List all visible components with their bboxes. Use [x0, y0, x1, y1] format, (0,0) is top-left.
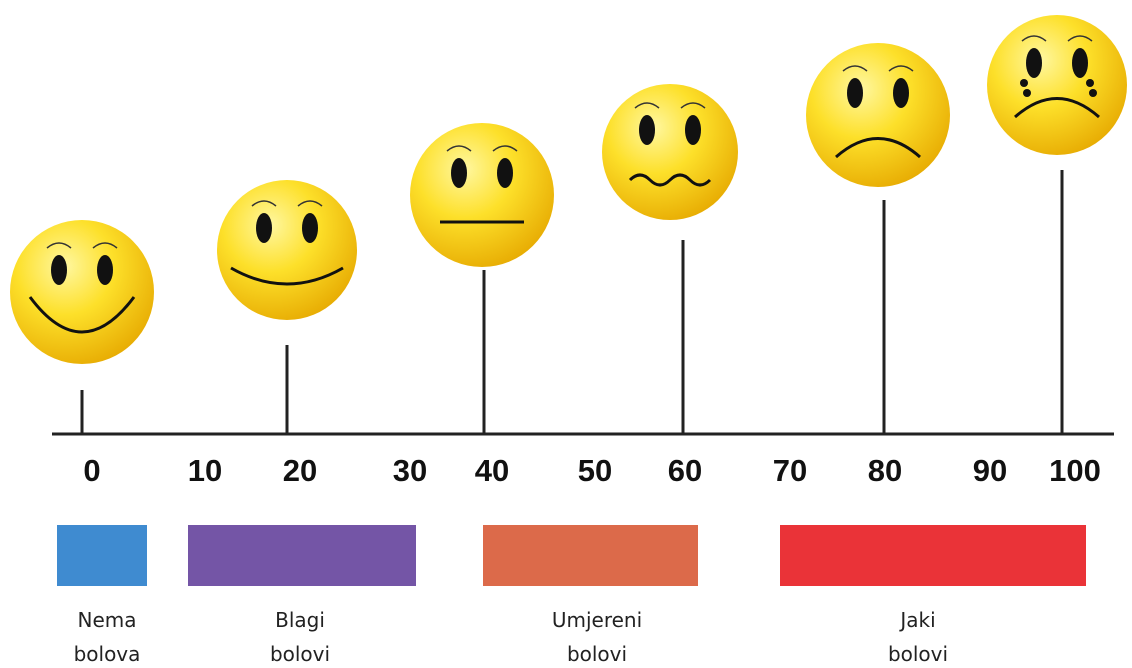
eye	[893, 78, 909, 108]
category-bar	[188, 525, 416, 586]
mouth	[230, 266, 344, 286]
category-label: Umjereni	[552, 608, 642, 632]
eye	[1072, 48, 1088, 78]
eye	[97, 255, 113, 285]
eye	[1026, 48, 1042, 78]
category-bar	[780, 525, 1086, 586]
tick-label: 100	[1049, 453, 1101, 488]
category-label: Blagi	[275, 608, 325, 632]
face	[602, 84, 738, 220]
category-label: bolovi	[888, 642, 948, 666]
category-label: Nema	[77, 608, 136, 632]
tear	[1086, 79, 1094, 87]
categories: Nema bolova Blagi bolovi Umjereni bolovi Jaki b…	[57, 525, 1086, 666]
tick-label: 40	[475, 453, 509, 488]
eyebrow	[92, 242, 118, 249]
tear	[1023, 89, 1031, 97]
eyebrow	[888, 65, 914, 72]
face-ball	[602, 84, 738, 220]
tear	[1020, 79, 1028, 87]
tick-label: 70	[773, 453, 807, 488]
tick-label: 10	[188, 453, 222, 488]
scale-ticks: 0 10 20 30 40 50 60 70 80 90 100	[83, 453, 1100, 488]
eye	[497, 158, 513, 188]
eyebrow	[842, 65, 868, 72]
eyebrow	[251, 200, 277, 207]
eyebrow	[1067, 35, 1093, 42]
tick-label: 80	[868, 453, 902, 488]
eyebrow	[297, 200, 323, 207]
category-label: bolovi	[270, 642, 330, 666]
face-ball	[806, 43, 950, 187]
eyebrow	[46, 242, 72, 249]
mouth	[28, 296, 136, 334]
eye	[51, 255, 67, 285]
face-ball	[217, 180, 357, 320]
category-bar	[57, 525, 147, 586]
tick-label: 30	[393, 453, 427, 488]
category-bar	[483, 525, 698, 586]
eye	[302, 213, 318, 243]
eye	[451, 158, 467, 188]
eyebrow	[680, 102, 706, 109]
eye	[639, 115, 655, 145]
eyebrow	[1021, 35, 1047, 42]
tick-label: 20	[283, 453, 317, 488]
face	[410, 123, 554, 267]
face-ball	[987, 15, 1127, 155]
face	[217, 180, 357, 320]
eye	[685, 115, 701, 145]
category-label: bolova	[74, 642, 141, 666]
tick-label: 0	[83, 453, 100, 488]
face	[10, 220, 154, 364]
category-label: Jaki	[898, 608, 935, 632]
face	[806, 43, 950, 187]
category-label: bolovi	[567, 642, 627, 666]
face-ball	[10, 220, 154, 364]
eye	[847, 78, 863, 108]
mouth	[628, 173, 712, 187]
faces	[10, 15, 1127, 434]
mouth	[835, 137, 921, 159]
face	[987, 15, 1127, 155]
mouth	[1014, 97, 1100, 119]
tick-label: 50	[578, 453, 612, 488]
eyebrow	[492, 145, 518, 152]
eyebrow	[634, 102, 660, 109]
tick-label: 90	[973, 453, 1007, 488]
tick-label: 60	[668, 453, 702, 488]
eye	[256, 213, 272, 243]
face-ball	[410, 123, 554, 267]
tear	[1089, 89, 1097, 97]
eyebrow	[446, 145, 472, 152]
